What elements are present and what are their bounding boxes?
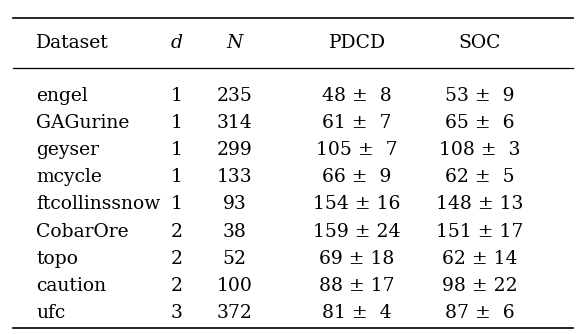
- Text: 62 ±  5: 62 ± 5: [445, 168, 515, 186]
- Text: SOC: SOC: [458, 34, 501, 52]
- Text: 159 ± 24: 159 ± 24: [314, 222, 401, 240]
- Text: 1: 1: [171, 141, 182, 159]
- Text: PDCD: PDCD: [329, 34, 386, 52]
- Text: GAGurine: GAGurine: [36, 114, 130, 132]
- Text: 48 ±  8: 48 ± 8: [322, 87, 392, 105]
- Text: engel: engel: [36, 87, 88, 105]
- Text: 69 ± 18: 69 ± 18: [319, 250, 395, 268]
- Text: 314: 314: [217, 114, 253, 132]
- Text: 38: 38: [223, 222, 247, 240]
- Text: 148 ± 13: 148 ± 13: [436, 195, 523, 213]
- Text: 372: 372: [217, 304, 253, 322]
- Text: 1: 1: [171, 87, 182, 105]
- Text: 93: 93: [223, 195, 247, 213]
- Text: 87 ±  6: 87 ± 6: [445, 304, 515, 322]
- Text: N: N: [227, 34, 243, 52]
- Text: topo: topo: [36, 250, 79, 268]
- Text: mcycle: mcycle: [36, 168, 103, 186]
- Text: 2: 2: [171, 222, 182, 240]
- Text: 105 ±  7: 105 ± 7: [316, 141, 398, 159]
- Text: ufc: ufc: [36, 304, 66, 322]
- Text: 88 ± 17: 88 ± 17: [319, 277, 395, 295]
- Text: 235: 235: [217, 87, 253, 105]
- Text: 98 ± 22: 98 ± 22: [442, 277, 517, 295]
- Text: geyser: geyser: [36, 141, 100, 159]
- Text: 66 ±  9: 66 ± 9: [322, 168, 392, 186]
- Text: 108 ±  3: 108 ± 3: [439, 141, 520, 159]
- Text: 52: 52: [223, 250, 247, 268]
- Text: 299: 299: [217, 141, 253, 159]
- Text: ftcollinssnow: ftcollinssnow: [36, 195, 161, 213]
- Text: 53 ±  9: 53 ± 9: [445, 87, 515, 105]
- Text: 81 ±  4: 81 ± 4: [322, 304, 392, 322]
- Text: 1: 1: [171, 114, 182, 132]
- Text: d: d: [171, 34, 182, 52]
- Text: 3: 3: [171, 304, 182, 322]
- Text: 61 ±  7: 61 ± 7: [322, 114, 392, 132]
- Text: 65 ±  6: 65 ± 6: [445, 114, 515, 132]
- Text: CobarOre: CobarOre: [36, 222, 129, 240]
- Text: 2: 2: [171, 250, 182, 268]
- Text: 100: 100: [217, 277, 253, 295]
- Text: Dataset: Dataset: [36, 34, 109, 52]
- Text: 151 ± 17: 151 ± 17: [436, 222, 523, 240]
- Text: caution: caution: [36, 277, 107, 295]
- Text: 133: 133: [217, 168, 253, 186]
- Text: 2: 2: [171, 277, 182, 295]
- Text: 62 ± 14: 62 ± 14: [442, 250, 517, 268]
- Text: 154 ± 16: 154 ± 16: [314, 195, 401, 213]
- Text: 1: 1: [171, 195, 182, 213]
- Text: 1: 1: [171, 168, 182, 186]
